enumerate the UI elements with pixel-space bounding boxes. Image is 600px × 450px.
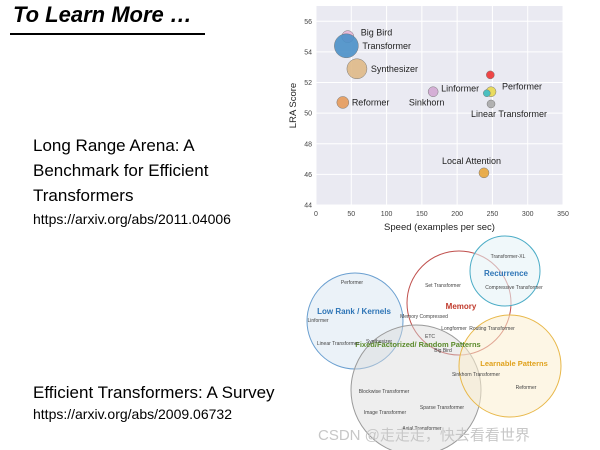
point-label: Transformer bbox=[362, 41, 411, 51]
venn-label-learnable: Learnable Patterns bbox=[480, 359, 548, 368]
x-axis-label: Speed (examples per sec) bbox=[384, 222, 495, 233]
venn-item: ETC bbox=[425, 334, 435, 340]
point-label: Linformer bbox=[441, 84, 479, 94]
plot-area bbox=[316, 6, 563, 205]
lra-paper-title-line-1: Long Range Arena: A bbox=[33, 136, 195, 155]
venn-label-fixed-patterns: Fixed/Factorized/ Random Patterns bbox=[355, 340, 480, 349]
venn-item: Longformer bbox=[441, 326, 467, 332]
y-axis-label: LRA Score bbox=[288, 83, 299, 128]
point-label: Linear Transformer bbox=[471, 109, 547, 119]
x-tick-label: 300 bbox=[522, 211, 534, 218]
title-underline bbox=[10, 33, 205, 35]
scatter-point bbox=[486, 70, 495, 80]
slide-title: To Learn More … bbox=[13, 2, 192, 27]
y-tick-label: 56 bbox=[304, 19, 312, 26]
scatter-point bbox=[478, 167, 490, 179]
venn-item: Big Bird bbox=[434, 348, 452, 354]
venn-item: Image Transformer bbox=[364, 410, 407, 416]
scatter-point bbox=[427, 86, 439, 97]
point-label: Big Bird bbox=[361, 28, 393, 38]
x-tick-label: 50 bbox=[347, 211, 355, 218]
point-label: Synthesizer bbox=[371, 64, 418, 74]
x-tick-label: 100 bbox=[381, 211, 393, 218]
survey-paper-url[interactable]: https://arxiv.org/abs/2009.06732 bbox=[33, 406, 232, 422]
venn-label-recurrence: Recurrence bbox=[484, 269, 529, 278]
scatter-point bbox=[483, 89, 491, 98]
point-label: Local Attention bbox=[442, 156, 501, 166]
lra-paper-url[interactable]: https://arxiv.org/abs/2011.04006 bbox=[33, 211, 231, 227]
venn-label-memory: Memory bbox=[446, 302, 477, 311]
venn-item: Sparse Transformer bbox=[420, 405, 465, 411]
venn-item: Memory Compressed bbox=[400, 314, 448, 320]
venn-item: Blockwise Transformer bbox=[359, 389, 410, 395]
venn-label-low-rank: Low Rank / Kernels bbox=[317, 307, 391, 316]
scatter-point bbox=[334, 33, 359, 59]
scatter-point bbox=[336, 96, 350, 109]
venn-item: Reformer bbox=[516, 385, 537, 391]
point-label: Performer bbox=[502, 82, 542, 92]
venn-item: Routing Transformer bbox=[469, 326, 515, 332]
venn-item: Performer bbox=[341, 280, 364, 286]
x-tick-label: 150 bbox=[416, 211, 428, 218]
venn-item: Synthesizer bbox=[366, 339, 392, 345]
survey-paper-title: Efficient Transformers: A Survey bbox=[33, 383, 275, 402]
venn-item: Transformer-XL bbox=[491, 254, 526, 260]
x-tick-label: 350 bbox=[557, 211, 569, 218]
x-tick-label: 250 bbox=[487, 211, 499, 218]
venn-item: Linear Transformer bbox=[317, 341, 360, 347]
lra-paper-title-line-2: Benchmark for Efficient bbox=[33, 161, 209, 180]
venn-item: Compressive Transformer bbox=[485, 285, 543, 291]
x-tick-label: 0 bbox=[314, 211, 318, 218]
point-label: Reformer bbox=[352, 97, 390, 107]
venn-circle-recurrence bbox=[469, 235, 541, 307]
venn-circle-low-rank bbox=[306, 272, 404, 370]
y-tick-label: 52 bbox=[304, 80, 312, 87]
scatter-point bbox=[346, 58, 368, 80]
y-tick-label: 46 bbox=[304, 172, 312, 179]
csdn-watermark: CSDN @走走走，快去看看世界 bbox=[318, 427, 530, 444]
y-tick-label: 48 bbox=[304, 141, 312, 148]
y-tick-label: 44 bbox=[304, 203, 312, 210]
point-label: Sinkhorn bbox=[409, 98, 445, 108]
lra-paper-title-line-3: Transformers bbox=[33, 186, 134, 205]
venn-item: Sinkhorn Transformer bbox=[452, 372, 500, 378]
x-tick-label: 200 bbox=[451, 211, 463, 218]
venn-circle-learnable bbox=[458, 314, 562, 418]
y-tick-label: 54 bbox=[304, 49, 312, 56]
scatter-point bbox=[486, 99, 496, 109]
venn-item: Linformer bbox=[307, 318, 328, 324]
venn-item: Set Transformer bbox=[425, 283, 461, 289]
venn-item: Axial Transformer bbox=[402, 426, 442, 432]
y-tick-label: 50 bbox=[304, 111, 312, 118]
